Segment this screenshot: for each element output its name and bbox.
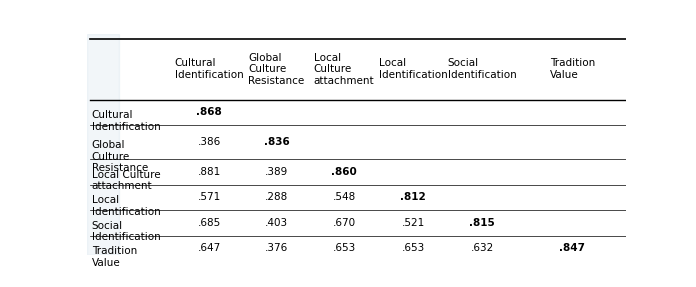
Text: .685: .685 bbox=[198, 218, 221, 228]
Text: Social
Identification: Social Identification bbox=[92, 221, 161, 242]
Text: .521: .521 bbox=[402, 218, 425, 228]
Text: Global
Culture
Resistance: Global Culture Resistance bbox=[92, 140, 148, 173]
Text: Social
Identification: Social Identification bbox=[448, 59, 516, 80]
Text: Local
Culture
attachment: Local Culture attachment bbox=[314, 53, 374, 86]
Text: .812: .812 bbox=[400, 192, 426, 202]
Text: .571: .571 bbox=[198, 192, 221, 202]
Text: Cultural
Identification: Cultural Identification bbox=[175, 59, 244, 80]
Text: .860: .860 bbox=[331, 167, 357, 177]
Text: Tradition
Value: Tradition Value bbox=[550, 59, 595, 80]
Text: Local Culture
attachment: Local Culture attachment bbox=[92, 170, 161, 191]
Text: Cultural
Identification: Cultural Identification bbox=[92, 110, 161, 132]
Text: .653: .653 bbox=[333, 243, 356, 253]
Text: Global
Culture
Resistance: Global Culture Resistance bbox=[248, 53, 305, 86]
Bar bbox=[87, 34, 120, 255]
Text: .847: .847 bbox=[560, 243, 585, 253]
Text: .403: .403 bbox=[265, 218, 288, 228]
Text: Tradition
Value: Tradition Value bbox=[92, 246, 137, 268]
Text: .389: .389 bbox=[265, 167, 288, 177]
Text: .548: .548 bbox=[333, 192, 356, 202]
Text: .632: .632 bbox=[470, 243, 493, 253]
Text: Local
Identification: Local Identification bbox=[92, 195, 161, 217]
Text: .376: .376 bbox=[265, 243, 288, 253]
Text: .836: .836 bbox=[264, 137, 290, 147]
Text: .881: .881 bbox=[198, 167, 221, 177]
Text: .670: .670 bbox=[333, 218, 356, 228]
Text: .647: .647 bbox=[198, 243, 221, 253]
Text: .288: .288 bbox=[265, 192, 288, 202]
Text: .653: .653 bbox=[402, 243, 425, 253]
Text: Local
Identification: Local Identification bbox=[379, 59, 448, 80]
Text: .815: .815 bbox=[469, 218, 495, 228]
Text: .386: .386 bbox=[198, 137, 221, 147]
Text: .868: .868 bbox=[196, 107, 222, 117]
